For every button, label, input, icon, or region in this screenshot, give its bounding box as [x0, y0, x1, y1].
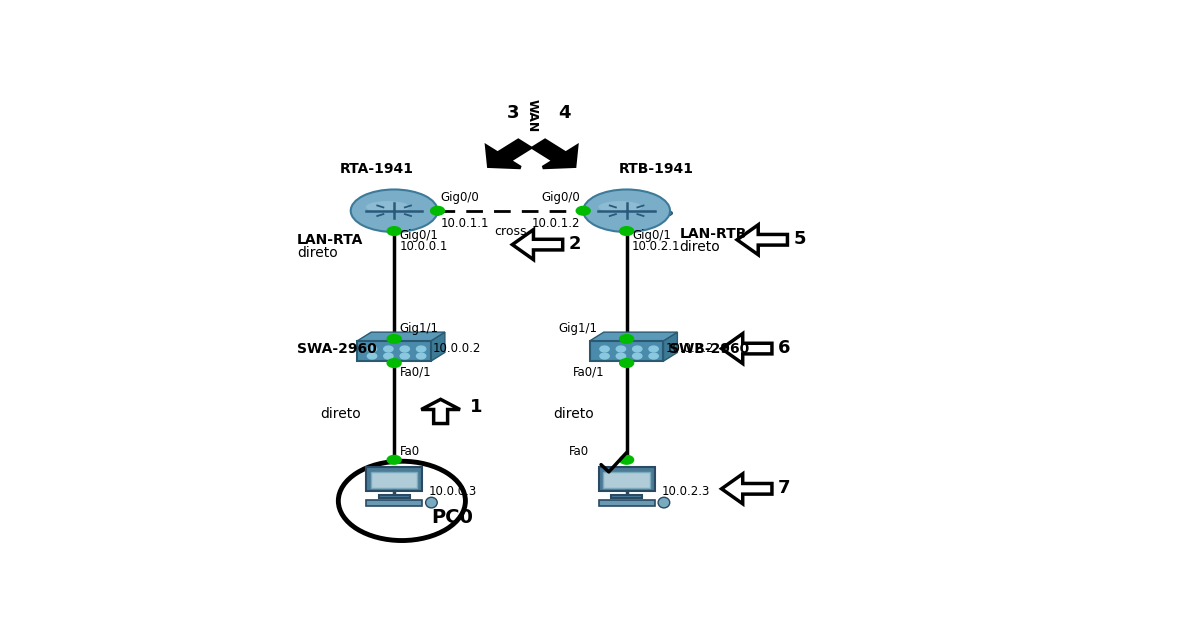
Polygon shape [590, 332, 677, 341]
Circle shape [619, 227, 634, 236]
Ellipse shape [353, 207, 440, 220]
Circle shape [600, 346, 610, 352]
Text: 10.0.2.2: 10.0.2.2 [665, 342, 714, 355]
Text: direto: direto [298, 246, 338, 261]
Text: 10.0.1.1: 10.0.1.1 [440, 217, 490, 230]
Text: Gig1/1: Gig1/1 [558, 322, 598, 335]
Circle shape [400, 346, 409, 352]
Circle shape [367, 353, 377, 359]
Circle shape [576, 207, 590, 215]
Text: LAN-RTA: LAN-RTA [298, 233, 364, 247]
Polygon shape [533, 140, 577, 168]
Circle shape [388, 455, 401, 464]
Ellipse shape [426, 497, 437, 508]
Text: 10.0.2.1: 10.0.2.1 [632, 240, 680, 253]
Polygon shape [664, 332, 677, 361]
Ellipse shape [599, 201, 642, 213]
Circle shape [619, 455, 634, 464]
FancyBboxPatch shape [366, 467, 422, 491]
Circle shape [400, 353, 409, 359]
Ellipse shape [586, 207, 672, 220]
Circle shape [619, 335, 634, 344]
Circle shape [600, 353, 610, 359]
FancyBboxPatch shape [358, 341, 431, 361]
Text: 10.0.0.3: 10.0.0.3 [430, 485, 478, 498]
Text: 10.0.2.3: 10.0.2.3 [661, 485, 710, 498]
Text: Fa0/1: Fa0/1 [572, 365, 604, 378]
Text: direto: direto [320, 407, 361, 421]
Text: 1: 1 [470, 398, 482, 416]
Text: RTB-1941: RTB-1941 [619, 162, 694, 176]
Polygon shape [358, 332, 445, 341]
Polygon shape [512, 230, 563, 259]
Ellipse shape [583, 190, 670, 232]
Circle shape [416, 346, 426, 352]
Circle shape [388, 335, 401, 344]
Circle shape [649, 346, 659, 352]
Text: PC0: PC0 [431, 508, 473, 528]
FancyBboxPatch shape [599, 500, 655, 506]
Circle shape [384, 346, 394, 352]
Text: 5: 5 [793, 230, 805, 248]
Circle shape [384, 353, 394, 359]
Text: Fa0: Fa0 [400, 445, 420, 458]
Text: Gig1/1: Gig1/1 [400, 322, 438, 335]
Text: direto: direto [679, 240, 720, 254]
Text: Gig0/0: Gig0/0 [440, 192, 479, 205]
Polygon shape [421, 399, 460, 423]
Circle shape [388, 227, 401, 236]
Text: 2: 2 [569, 235, 581, 252]
Text: SWB-2960: SWB-2960 [670, 342, 750, 355]
Circle shape [649, 353, 659, 359]
Ellipse shape [350, 190, 438, 232]
Text: 4: 4 [558, 104, 571, 122]
FancyBboxPatch shape [604, 472, 650, 488]
Text: 3: 3 [506, 104, 518, 122]
Text: Gig0/0: Gig0/0 [541, 192, 580, 205]
Text: 7: 7 [778, 479, 791, 497]
Circle shape [617, 346, 625, 352]
Text: SWA-2960: SWA-2960 [298, 342, 377, 355]
Text: Fa0/1: Fa0/1 [400, 365, 431, 378]
Text: Gig0/1: Gig0/1 [632, 229, 671, 242]
Circle shape [431, 207, 444, 215]
Polygon shape [487, 140, 530, 168]
Circle shape [416, 353, 426, 359]
FancyBboxPatch shape [379, 495, 409, 498]
Text: cross: cross [494, 225, 527, 238]
Text: RTA-1941: RTA-1941 [340, 162, 414, 176]
Polygon shape [721, 333, 772, 364]
Polygon shape [721, 474, 772, 504]
Text: Fa0: Fa0 [569, 445, 589, 458]
Circle shape [632, 346, 642, 352]
Ellipse shape [366, 201, 409, 213]
Text: 10.0.1.2: 10.0.1.2 [532, 217, 580, 230]
FancyBboxPatch shape [611, 495, 642, 498]
Circle shape [632, 353, 642, 359]
FancyBboxPatch shape [371, 472, 418, 488]
Text: 10.0.0.2: 10.0.0.2 [433, 342, 481, 355]
Text: 10.0.0.1: 10.0.0.1 [400, 240, 448, 253]
FancyBboxPatch shape [590, 341, 664, 361]
Text: WAN: WAN [526, 99, 539, 132]
Text: 6: 6 [778, 338, 791, 357]
Circle shape [388, 359, 401, 367]
FancyBboxPatch shape [599, 467, 655, 491]
Text: direto: direto [553, 407, 594, 421]
Text: LAN-RTB: LAN-RTB [679, 227, 746, 241]
Circle shape [619, 359, 634, 367]
Circle shape [367, 346, 377, 352]
Polygon shape [431, 332, 445, 361]
FancyBboxPatch shape [366, 500, 422, 506]
Ellipse shape [658, 497, 670, 508]
Circle shape [617, 353, 625, 359]
Polygon shape [737, 225, 787, 255]
Text: Gig0/1: Gig0/1 [400, 229, 438, 242]
